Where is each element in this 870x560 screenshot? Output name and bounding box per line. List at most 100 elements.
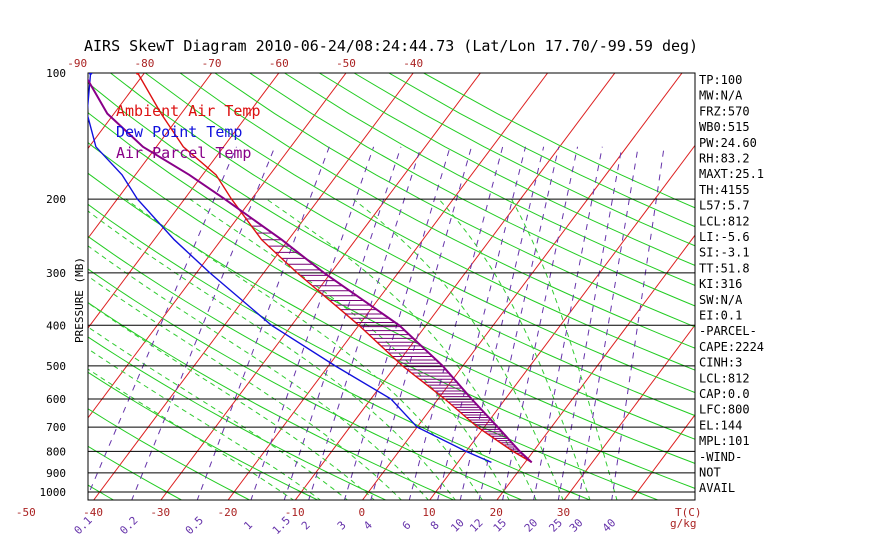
mixing-ratio-tick-label: 30 [567, 516, 586, 535]
dry-adiabat-line [88, 82, 695, 417]
dry-adiabat-line [214, 73, 695, 328]
top-temp-tick-label: -50 [336, 57, 356, 70]
isotherm-line [93, 73, 414, 500]
isotherm-line [0, 64, 84, 501]
dry-adiabat-line [319, 73, 695, 266]
index-label: MPL:101 [699, 434, 750, 448]
bottom-temp-tick-label: 30 [557, 506, 570, 519]
pressure-tick-label: 1000 [40, 486, 67, 499]
bottom-temp-tick-label: -50 [16, 506, 36, 519]
bottom-temp-tick-label: -40 [83, 506, 103, 519]
bottom-temp-tick-label: 10 [422, 506, 435, 519]
index-label: LFC:800 [699, 403, 750, 417]
dry-adiabat-line [249, 73, 695, 307]
mixing-ratio-tick-label: 4 [361, 518, 375, 532]
isotherm-line [0, 64, 17, 501]
top-temp-tick-label: -80 [134, 57, 154, 70]
moist-adiabat-line [88, 348, 322, 500]
moist-adiabat-line [88, 302, 376, 500]
profile-series [88, 73, 533, 464]
mixing-ratio-tick-label: 15 [491, 516, 510, 535]
dry-adiabat-line [88, 445, 183, 500]
mixing-ratio-tick-label: 12 [467, 516, 486, 535]
mixing-ratio-line [478, 146, 560, 500]
bottom-temp-tick-label: -30 [150, 506, 170, 519]
mixing-ratio-line [611, 146, 665, 500]
index-label: TP:100 [699, 73, 742, 87]
isotherm-line [563, 324, 695, 500]
mixing-ratio-line [502, 146, 579, 500]
moist-adiabat-line [438, 198, 591, 500]
series-line-1 [137, 73, 533, 464]
moist-adiabat-line [88, 368, 295, 500]
index-label: FRZ:570 [699, 104, 750, 118]
index-label: PW:24.60 [699, 136, 757, 150]
top-temp-tick-label: -90 [67, 57, 87, 70]
mixing-ratio-line [370, 146, 472, 500]
mixing-ratio-tick-label: 25 [546, 516, 565, 535]
index-label: LCL:812 [699, 214, 750, 228]
index-label: NOT [699, 466, 721, 480]
mixing-ratio-line [283, 146, 402, 500]
mixing-ratio-line [131, 146, 276, 500]
isotherm-line [765, 64, 870, 501]
index-label: CAP:0.0 [699, 387, 750, 401]
isotherm-line [88, 73, 146, 150]
index-label: SI:-3.1 [699, 246, 750, 260]
dry-adiabat-line [88, 112, 695, 440]
bottom-temp-tick-label: -10 [285, 506, 305, 519]
top-temp-tick-label: -70 [202, 57, 222, 70]
moist-adiabat-line [88, 275, 403, 500]
grid-lines [0, 64, 870, 501]
pressure-tick-label: 300 [46, 267, 66, 280]
index-label: CINH:3 [699, 356, 742, 370]
index-label: MAXT:25.1 [699, 167, 764, 181]
moist-adiabat-line [125, 198, 483, 500]
index-label: LCL:812 [699, 371, 750, 385]
dry-adiabat-line [88, 336, 387, 500]
mixing-ratio-tick-label: 6 [400, 519, 414, 533]
isobar-lines [87, 72, 696, 501]
dry-adiabat-line [353, 73, 695, 247]
index-label: LI:-5.6 [699, 230, 750, 244]
moist-adiabat-line [88, 210, 456, 500]
legend-entry-2: Dew Point Temp [116, 123, 242, 141]
pressure-tick-label: 700 [46, 421, 66, 434]
mixing-ratio-line [408, 146, 504, 500]
mixing-ratio-line [196, 146, 330, 500]
index-label: KI:316 [699, 277, 742, 291]
pressure-tick-label: 100 [46, 67, 66, 80]
top-temp-tick-label: -40 [403, 57, 423, 70]
index-label: MW:N/A [699, 89, 743, 103]
chart-title: AIRS SkewT Diagram 2010-06-24/08:24:44.7… [84, 37, 698, 55]
dry-adiabat-line [88, 141, 695, 464]
isotherm-line [361, 73, 683, 500]
dry-adiabat-line [88, 408, 251, 500]
legend-entry-3: Air Parcel Temp [116, 144, 251, 162]
dry-adiabat-line [110, 73, 695, 394]
moist-adiabat-line [88, 326, 349, 500]
series-line-2 [88, 73, 492, 464]
dry-adiabat-line [88, 484, 115, 500]
mixing-ratio-tick-label: 2 [299, 519, 313, 533]
bottom-temp-tick-label: 20 [490, 506, 503, 519]
index-label: TT:51.8 [699, 261, 750, 275]
series-top-marker [88, 73, 93, 75]
isotherm-line [294, 73, 616, 500]
mixing-ratio-line [250, 146, 375, 500]
pressure-tick-label: 900 [46, 467, 66, 480]
moist-adiabat-line [511, 198, 618, 500]
isotherm-line [160, 73, 482, 500]
pressure-tick-label: 400 [46, 319, 66, 332]
mixing-ratio-tick-label: 3 [335, 519, 349, 533]
series-top-marker [135, 73, 140, 75]
moist-adiabat-line [266, 198, 537, 500]
mixing-ratio-tick-label: 40 [600, 516, 619, 535]
isotherm-line [88, 73, 280, 329]
dry-adiabat-line [0, 73, 47, 501]
isotherm-line [496, 234, 695, 500]
mixing-ratio-tick-label: 0.2 [117, 514, 140, 537]
index-label: -PARCEL- [699, 324, 757, 338]
